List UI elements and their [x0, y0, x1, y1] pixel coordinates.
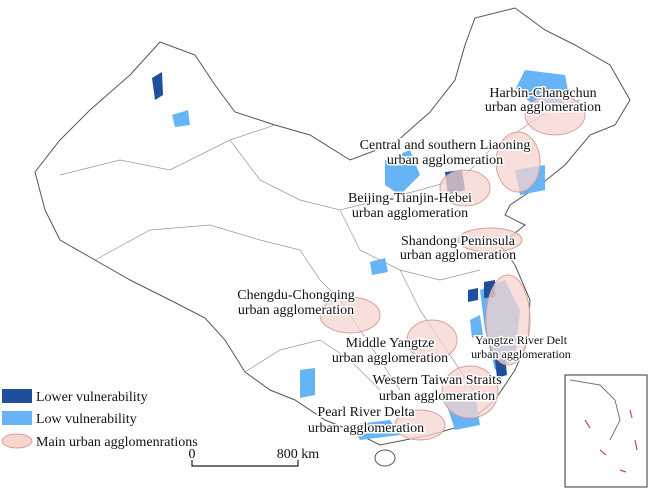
inset-coast [569, 379, 621, 441]
region-label: urban agglomeration [332, 351, 448, 366]
inset-islands [584, 409, 638, 473]
region-label: Chengdu-Chongqing [237, 288, 354, 303]
legend-swatch [2, 411, 32, 425]
region-label: urban agglomeration [379, 389, 495, 404]
legend-label: Main urban agglomenrations [36, 435, 198, 450]
region-label: Pearl River Delta [317, 405, 415, 420]
region-label: Central and southern Liaoning [360, 138, 531, 153]
scale-bar [191, 460, 299, 467]
legend-label: Low vulnerability [36, 412, 137, 427]
legend-swatch [2, 389, 32, 403]
region-label: Beijing-Tianjin-Hebei [348, 191, 472, 206]
legend-swatch [1, 433, 33, 449]
region-label: urban agglomeration [308, 421, 424, 436]
region-label: Western Taiwan Straits [372, 373, 501, 388]
region-label: urban agglomeration [471, 347, 571, 361]
region-label: urban agglomeration [352, 206, 468, 221]
region-label: Middle Yangtze [346, 336, 435, 351]
province-borders [59, 99, 581, 401]
region-label: urban agglomeration [485, 100, 601, 115]
urban-agglomerations [319, 94, 586, 441]
region-label: urban agglomeration [400, 248, 516, 263]
region-label: Shandong Peninsula [401, 234, 516, 249]
island [374, 449, 396, 467]
region-label: Yangtze River Delt [475, 333, 568, 347]
region-label: Harbin-Changchun [489, 86, 596, 101]
region-label: urban agglomeration [387, 153, 503, 168]
scale-label: 800 km [277, 447, 320, 462]
scale-label: 0 [189, 447, 196, 462]
legend-label: Lower vulnerability [36, 390, 148, 405]
inset-frame [564, 374, 648, 488]
region-label: urban agglomeration [238, 303, 354, 318]
